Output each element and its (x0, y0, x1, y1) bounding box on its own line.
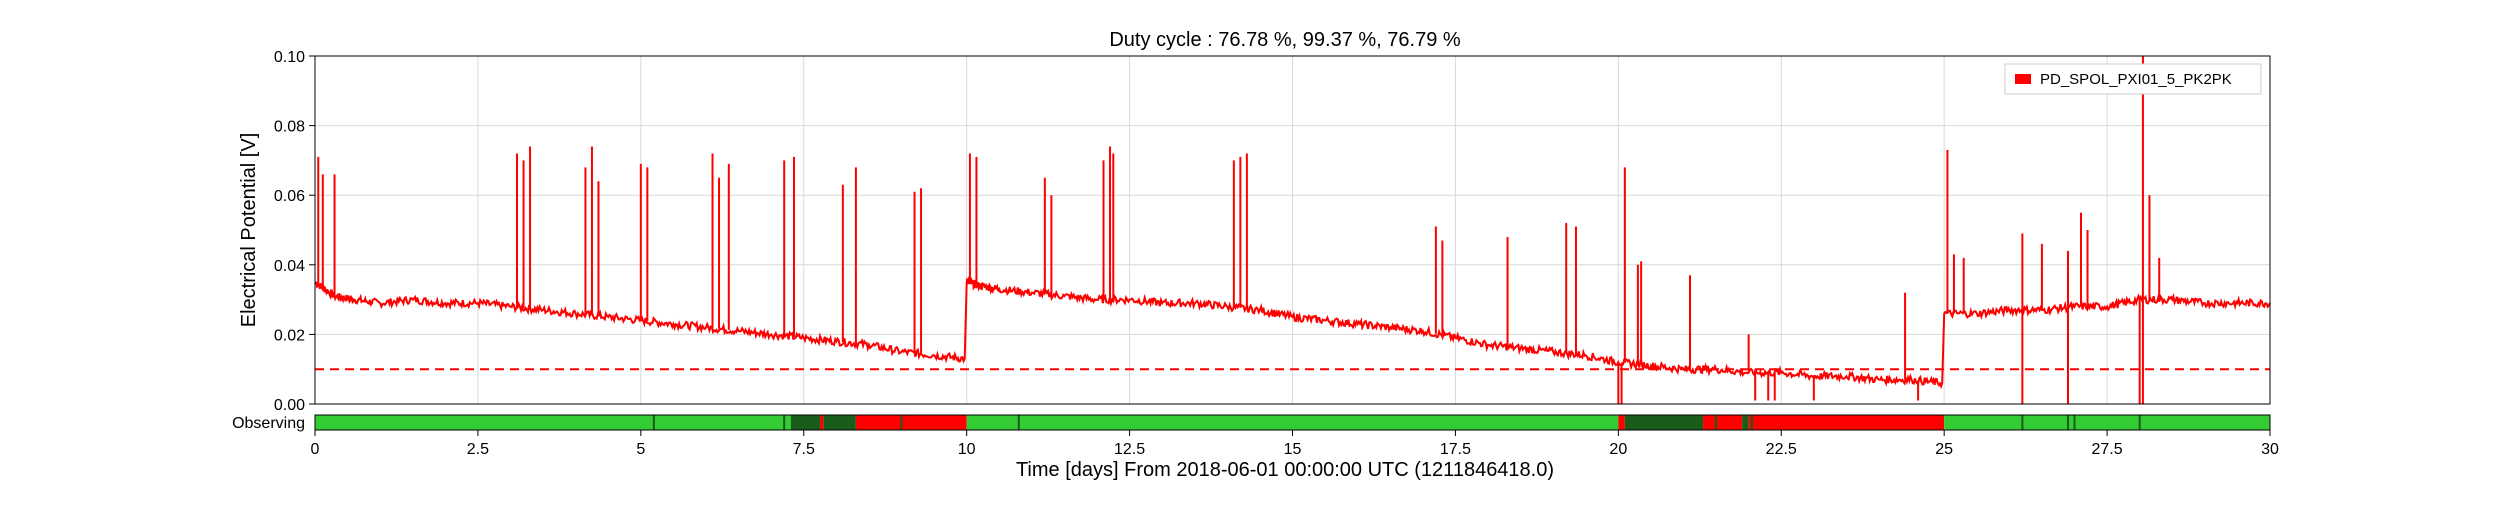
y-tick-label-4: 0.08 (274, 119, 305, 136)
legend: PD_SPOL_PXI01_5_PK2PK (2004, 63, 2262, 95)
y-tick-label-2: 0.04 (274, 258, 305, 275)
legend-box (2004, 63, 2262, 95)
x-tick-label-5: 12.5 (1114, 441, 1145, 458)
x-tick-label-6: 15 (1284, 441, 1302, 458)
x-tick-label-9: 22.5 (1766, 441, 1797, 458)
x-tick-label-3: 7.5 (793, 441, 815, 458)
segment-flag-7 (1624, 415, 1704, 430)
y-tick-label-5: 0.10 (274, 49, 305, 66)
x-tick-label-8: 20 (1609, 441, 1627, 458)
plot-frame (314, 55, 2271, 405)
segment-flag-1 (790, 415, 821, 430)
chart-title: Duty cycle : 76.78 %, 99.37 %, 76.79 % (1109, 29, 1461, 51)
segment-inactive-6 (1618, 415, 1625, 430)
segment-flag-9 (1742, 415, 1749, 430)
y-tick-label-3: 0.06 (274, 188, 305, 205)
segment-active-0 (315, 415, 791, 430)
series-line (314, 275, 2271, 390)
segment-active-5 (966, 415, 1619, 430)
x-tick-label-1: 2.5 (467, 441, 489, 458)
x-tick-label-0: 0 (311, 441, 320, 458)
y-ticks: 0.00 0.02 0.04 0.06 0.08 0.10 (274, 49, 315, 414)
segment-track-label: Observing (232, 415, 305, 432)
y-tick-label-1: 0.02 (274, 327, 305, 344)
legend-label: PD_SPOL_PXI01_5_PK2PK (2040, 71, 2232, 88)
segment-inactive-10 (1748, 415, 1945, 430)
x-tick-label-11: 27.5 (2092, 441, 2123, 458)
x-tick-label-12: 30 (2261, 441, 2279, 458)
x-tick-label-2: 5 (636, 441, 645, 458)
x-tick-label-4: 10 (958, 441, 976, 458)
segment-inactive-2 (820, 415, 824, 430)
segment-active-11 (1944, 415, 2270, 430)
series-group (314, 56, 2271, 404)
grid-lines (314, 55, 2271, 405)
axes-frame (314, 55, 2271, 405)
segment-flag-3 (823, 415, 856, 430)
y-axis-label: Electrical Potential [V] (238, 133, 260, 328)
x-tick-label-7: 17.5 (1440, 441, 1471, 458)
segment-track (314, 414, 2271, 431)
segment-inactive-8 (1703, 415, 1743, 430)
x-ticks: 0 2.5 5 7.5 10 12.5 15 17.5 20 22.5 25 27.5 30 (311, 430, 2279, 458)
segment-inactive-4 (855, 415, 967, 430)
x-tick-label-10: 25 (1935, 441, 1953, 458)
x-axis-label: Time [days] From 2018-06-01 00:00:00 UTC… (1016, 459, 1554, 481)
legend-swatch (2015, 74, 2031, 84)
y-tick-label-0: 0.00 (274, 397, 305, 414)
